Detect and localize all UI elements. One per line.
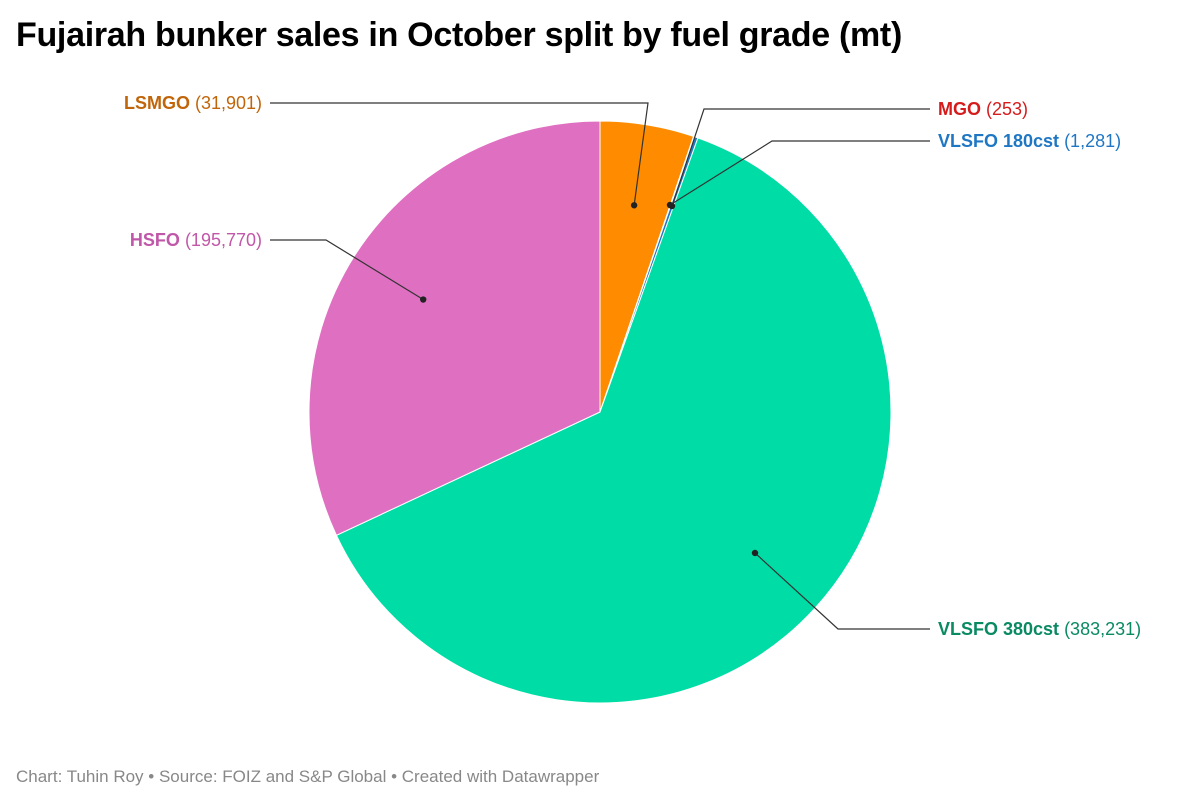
leader-line-vlsfo-380cst: [754, 552, 930, 630]
slice-label-lsmgo: LSMGO (31,901): [124, 93, 262, 113]
slice-labels: LSMGO (31,901) MGO (253) VLSFO 180cst (1,2…: [124, 93, 1141, 639]
pie-slice-hsfo: [308, 120, 601, 537]
leader-line-vlsfo-180cst: [669, 140, 930, 206]
leader-dot-hsfo: [420, 296, 427, 303]
leader-lines: [270, 102, 930, 630]
chart-title: Fujairah bunker sales in October split b…: [16, 16, 902, 54]
leader-dot-vlsfo-180cst: [666, 201, 674, 209]
leader-dot-vlsfo-380cst: [751, 549, 759, 557]
pie-slices: [308, 120, 892, 704]
leader-line-lsmgo: [270, 102, 649, 206]
slice-label-mgo: MGO (253): [938, 99, 1028, 119]
slice-label-vlsfo-180cst: VLSFO 180cst (1,281): [938, 131, 1121, 151]
chart-footer: Chart: Tuhin Roy • Source: FOIZ and S&P …: [16, 767, 600, 786]
leader-line-hsfo: [270, 239, 424, 301]
leader-line-mgo: [671, 108, 930, 207]
slice-label-vlsfo-380cst: VLSFO 380cst (383,231): [938, 619, 1141, 639]
leader-dot-lsmgo: [630, 202, 638, 209]
slice-label-hsfo: HSFO (195,770): [130, 230, 262, 250]
